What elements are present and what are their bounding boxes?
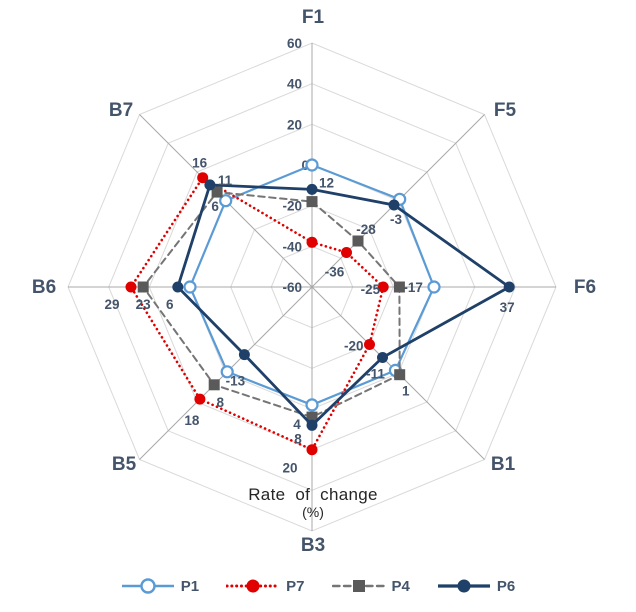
marker-P1-B7 (219, 194, 233, 208)
marker-P4-B6 (137, 281, 149, 293)
legend-label-P7: P7 (286, 577, 305, 595)
marker-P7-B6 (125, 281, 137, 293)
marker-P6-B6 (172, 281, 184, 293)
axis-label-B7: B7 (109, 100, 133, 121)
legend-marker-P1 (121, 578, 174, 594)
legend-marker-P4 (331, 580, 386, 592)
marker-P7-B1 (364, 339, 375, 350)
marker-P6-F1 (306, 183, 318, 195)
legend-item-P7: P7 (226, 577, 305, 595)
axis-title-line2: (%) (302, 503, 324, 520)
data-label-P6-B6: 6 (166, 297, 174, 312)
data-label-P7-B6: 29 (104, 297, 119, 312)
data-label-P7-F5: -36 (325, 265, 345, 280)
axis-label-F1: F1 (302, 7, 325, 28)
legend-item-P6: P6 (437, 577, 515, 595)
data-label-P6-F5: -3 (390, 212, 402, 227)
axis-title: Rate of change (%) (0, 485, 631, 520)
data-label-P7-B1: -20 (344, 339, 364, 354)
axis-label-B5: B5 (112, 454, 137, 475)
marker-P4-B1 (394, 369, 406, 381)
marker-P6-F6 (503, 281, 515, 293)
data-label-P4-B3: 4 (293, 417, 301, 432)
marker-P1-B3 (305, 398, 319, 412)
data-label-P4-B6: 23 (136, 297, 152, 312)
marker-P7-F6 (377, 281, 389, 293)
marker-P4-B7 (211, 186, 223, 198)
marker-P6-B3 (306, 419, 318, 431)
axis-title-line1: Rate of change (248, 485, 378, 504)
marker-P4-F1 (306, 196, 318, 208)
marker-P6-F5 (388, 199, 400, 211)
legend-label-P1: P1 (180, 577, 200, 595)
marker-P4-F6 (393, 281, 405, 293)
legend-label-P4: P4 (391, 577, 410, 595)
marker-P4-B3 (306, 411, 318, 423)
legend-label-P6: P6 (496, 577, 516, 595)
data-label-P4-B1: 1 (402, 384, 410, 399)
data-label-P6-F6: 37 (500, 300, 515, 315)
data-label-P6-B5: -13 (226, 374, 246, 389)
data-label-P6-F1: 12 (319, 175, 334, 190)
legend-marker-P6 (437, 579, 490, 593)
marker-P1-B5 (220, 365, 234, 379)
tick-label--40: -40 (282, 239, 302, 254)
marker-P6-B1 (377, 352, 388, 363)
marker-P1-F6 (427, 280, 441, 294)
tick-label-40: 40 (287, 77, 302, 92)
data-label-P7-B7: 16 (192, 156, 208, 171)
axis-label-F5: F5 (494, 100, 517, 121)
marker-P6-B7 (204, 179, 216, 191)
data-label-P6-B3: 8 (294, 431, 302, 446)
data-label-P7-F6: -25 (361, 282, 381, 297)
marker-P7-F1 (306, 236, 318, 248)
data-label-P4-B7: 6 (211, 199, 219, 214)
data-label-P4-B5: 8 (216, 395, 224, 410)
legend-item-P1: P1 (121, 577, 199, 595)
tick-label-20: 20 (287, 117, 302, 132)
tick-label-0: 0 (301, 158, 309, 173)
data-label-P4-F5: -28 (356, 222, 376, 237)
marker-P1-F1 (305, 158, 319, 172)
data-label-P6-B1: -11 (366, 367, 385, 382)
axis-label-B1: B1 (491, 454, 516, 475)
marker-P7-B5 (194, 393, 206, 405)
tick-label--20: -20 (282, 199, 302, 214)
tick-label-60: 60 (287, 36, 302, 51)
axis-label-B6: B6 (32, 277, 56, 298)
axis-label-B3: B3 (301, 535, 325, 556)
axis-label-F6: F6 (574, 277, 596, 298)
legend-item-P4: P4 (331, 577, 410, 595)
marker-P4-F5 (352, 235, 364, 247)
legend-marker-P7 (226, 579, 281, 593)
marker-P1-B6 (183, 280, 197, 294)
marker-P7-F5 (341, 247, 352, 258)
marker-P7-B7 (197, 172, 209, 184)
legend: P1 P7 P4 P6 (0, 577, 636, 595)
marker-P6-B5 (238, 349, 250, 361)
data-label-P7-B3: 20 (282, 461, 297, 476)
marker-P4-B5 (208, 379, 220, 391)
tick-label--60: -60 (282, 280, 302, 295)
data-label-P4-F6: -17 (403, 280, 423, 295)
marker-P7-B3 (306, 444, 318, 456)
data-label-P7-B5: 18 (184, 413, 200, 428)
data-label-P6-B7: 11 (218, 173, 233, 188)
series-line-P7 (129, 175, 385, 452)
